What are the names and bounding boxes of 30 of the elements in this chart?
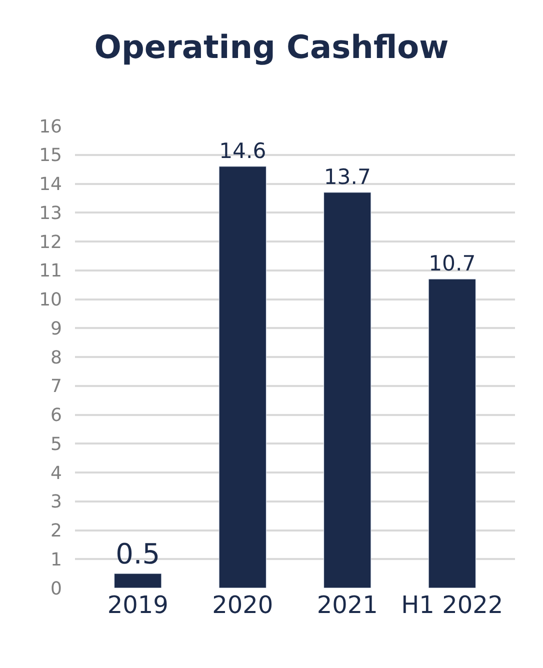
y-tick-label: 3 [50, 492, 62, 513]
y-tick-label: 16 [39, 116, 62, 138]
x-tick-label: H1 2022 [401, 591, 504, 619]
bar [114, 573, 162, 588]
bar [218, 166, 266, 588]
data-label: 13.7 [324, 164, 371, 190]
data-label: 10.7 [428, 250, 476, 276]
y-tick-label: 7 [50, 376, 62, 398]
x-tick-label: 2021 [316, 591, 378, 619]
y-tick-label: 5 [50, 434, 62, 455]
y-tick-label: 6 [50, 405, 62, 426]
data-label: 14.6 [219, 138, 266, 164]
chart-title: Operating Cashflow [94, 28, 449, 66]
y-tick-label: 8 [50, 347, 62, 368]
y-tick-label: 2 [50, 520, 62, 542]
y-tick-label: 10 [39, 290, 62, 311]
y-tick-label: 12 [39, 232, 62, 253]
x-tick-label: 2019 [107, 591, 168, 619]
y-tick-label: 13 [39, 202, 62, 224]
y-tick-label: 4 [50, 462, 62, 484]
bar [324, 192, 372, 588]
x-tick-label: 2020 [212, 591, 274, 619]
data-label: 0.5 [116, 538, 160, 571]
y-tick-label: 14 [39, 174, 62, 196]
y-tick-label: 11 [39, 260, 62, 282]
bar [428, 278, 476, 588]
y-tick-label: 9 [50, 318, 62, 340]
y-tick-label: 15 [39, 145, 62, 166]
y-tick-label: 0 [50, 578, 62, 600]
y-tick-label: 1 [50, 549, 62, 570]
